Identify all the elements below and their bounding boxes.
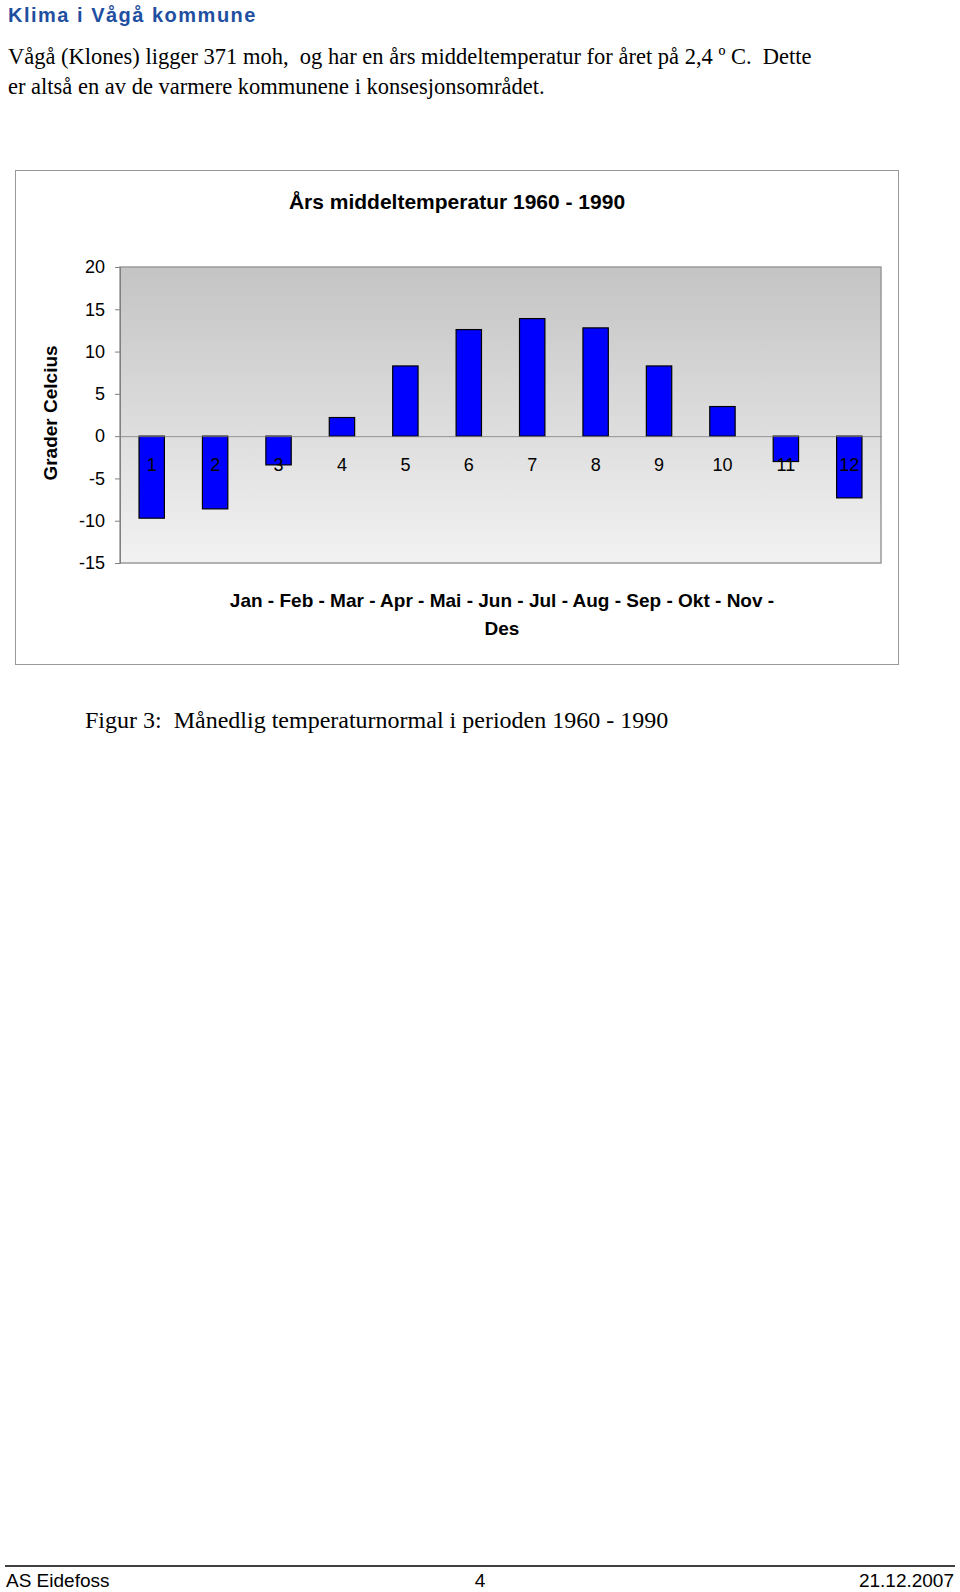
paragraph-line: er altså en av de varmere kommunene i ko… <box>8 74 545 99</box>
x-axis-line <box>121 436 882 437</box>
y-tick-label: -5 <box>89 469 105 489</box>
x-tick-label: 4 <box>337 455 347 475</box>
x-tick-label: 7 <box>527 455 537 475</box>
figure-caption: Figur 3: Månedlig temperaturnormal i per… <box>85 707 668 733</box>
header: Klima i Vågå kommune <box>8 4 257 26</box>
y-tick-label: 0 <box>95 426 105 446</box>
y-tick-mark <box>115 563 120 564</box>
x-tick: 11 <box>777 436 796 475</box>
y-tick: -10 <box>79 511 120 531</box>
chart-frame <box>16 171 899 665</box>
x-tick-label: 10 <box>712 455 732 475</box>
x-tick: 1 <box>147 436 157 475</box>
x-tick: 6 <box>464 436 474 475</box>
bars <box>139 319 862 519</box>
x-tick: 10 <box>712 436 732 475</box>
y-tick-label: 5 <box>95 384 105 404</box>
plot-area <box>120 267 881 563</box>
bar <box>646 366 671 436</box>
y-tick: -15 <box>79 553 120 573</box>
y-axis-line <box>115 268 121 564</box>
x-tick: 7 <box>527 436 537 475</box>
footer-rule <box>5 1565 955 1567</box>
footer-date: 21.12.2007 <box>859 1570 954 1591</box>
y-tick: 10 <box>85 342 120 362</box>
x-tick: 9 <box>654 436 664 475</box>
x-tick-label: 9 <box>654 455 664 475</box>
x-tick-label: 3 <box>274 455 284 475</box>
bar <box>202 436 227 509</box>
y-tick-label: -10 <box>79 511 105 531</box>
y-tick-label: -15 <box>79 553 105 573</box>
y-tick-label: 15 <box>85 300 105 320</box>
x-tick-label: 6 <box>464 455 474 475</box>
x-tick: 2 <box>210 436 220 475</box>
y-tick-label: 10 <box>85 342 105 362</box>
y-tick: 0 <box>95 426 120 446</box>
bar <box>139 436 164 518</box>
x-tick: 4 <box>337 436 347 475</box>
x-axis: 123456789101112 <box>121 436 882 475</box>
x-axis-title-line: Jan - Feb - Mar - Apr - Mai - Jun - Jul … <box>230 590 774 611</box>
bar <box>520 319 545 437</box>
bar <box>837 436 862 498</box>
bar <box>710 407 735 437</box>
x-tick-label: 8 <box>591 455 601 475</box>
x-axis-title-line: Des <box>485 618 520 639</box>
x-tick-label: 1 <box>147 455 157 475</box>
y-tick-mark <box>115 267 120 268</box>
bar <box>329 418 354 437</box>
x-tick-label: 12 <box>839 455 859 475</box>
x-tick: 5 <box>400 436 410 475</box>
chart-title: Års middeltemperatur 1960 - 1990 <box>289 190 625 213</box>
y-tick-mark <box>115 309 120 310</box>
page: Klima i Vågå kommune Vågå (Klones) ligger… <box>0 0 960 1592</box>
x-axis-title: Jan - Feb - Mar - Apr - Mai - Jun - Jul … <box>230 590 774 639</box>
y-tick-label: 20 <box>85 257 105 277</box>
y-tick: -5 <box>89 469 120 489</box>
y-tick-mark <box>115 478 120 479</box>
bar <box>393 366 418 436</box>
paragraph-line: Vågå (Klones) ligger 371 moh, og har en … <box>8 44 812 69</box>
y-axis: -15 -10 -5 0 5 10 15 20 <box>79 257 121 573</box>
y-tick-mark <box>115 436 120 437</box>
y-tick: 15 <box>85 300 120 320</box>
footer-page: 4 <box>475 1570 486 1591</box>
y-tick-mark <box>115 394 120 395</box>
y-tick-mark <box>115 352 120 353</box>
x-tick-label: 11 <box>777 455 796 475</box>
x-tick: 8 <box>591 436 601 475</box>
x-tick-label: 2 <box>210 455 220 475</box>
x-tick: 3 <box>274 436 284 475</box>
y-tick: 20 <box>85 257 120 277</box>
bar <box>583 328 608 436</box>
footer-left: AS Eidefoss <box>6 1570 110 1591</box>
x-tick: 12 <box>839 436 859 475</box>
y-axis-title: Grader Celcius <box>40 345 61 480</box>
x-tick-label: 5 <box>400 455 410 475</box>
bar <box>456 330 481 437</box>
y-tick-mark <box>115 521 120 522</box>
y-tick: 5 <box>95 384 120 404</box>
